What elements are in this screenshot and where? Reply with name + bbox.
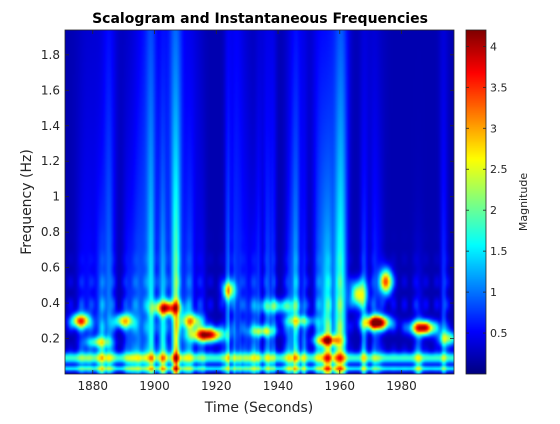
y-tick-label: 1.6	[41, 83, 60, 97]
x-tick-label: 1880	[78, 379, 109, 393]
x-tick-label: 1980	[386, 379, 417, 393]
colorbar-gradient	[466, 30, 486, 374]
colorbar-tick-label: 3	[490, 122, 497, 135]
x-tick-label: 1900	[139, 379, 170, 393]
y-axis-label: Frequency (Hz)	[19, 149, 35, 255]
y-tick-label: 0.4	[41, 296, 60, 310]
x-tick-label: 1920	[201, 379, 232, 393]
x-tick-label: 1960	[324, 379, 355, 393]
y-tick-label: 1.4	[41, 119, 60, 133]
colorbar-tick-label: 2.5	[490, 163, 508, 176]
colorbar-tick-label: 3.5	[490, 81, 508, 94]
y-tick-label: 0.8	[41, 225, 60, 239]
colorbar-frame	[465, 29, 487, 375]
colorbar-tick-label: 4	[490, 40, 497, 53]
plot-frame	[64, 29, 455, 375]
colorbar-tick-label: 1.5	[490, 245, 508, 258]
colorbar-tick-label: 1	[490, 286, 497, 299]
scalogram-heatmap	[65, 30, 454, 374]
x-axis-label: Time (Seconds)	[204, 400, 313, 416]
axis-layer: 1880 1900 1920 1940 1960 1980 0.2 0.4 0.6 0.8 1 1.2…	[41, 30, 508, 393]
y-tick-label: 0.2	[41, 332, 60, 346]
x-tick-label: 1940	[263, 379, 294, 393]
colorbar-tick-label: 2	[490, 204, 497, 217]
y-tick-label: 1	[52, 190, 60, 204]
y-tick-label: 1.8	[41, 48, 60, 62]
y-tick-label: 1.2	[41, 154, 60, 168]
chart-title: Scalogram and Instantaneous Frequencies	[92, 11, 428, 27]
y-tick-label: 0.6	[41, 261, 60, 275]
colorbar-tick-label: 0.5	[490, 327, 508, 340]
colorbar-label: Magnitude	[517, 173, 530, 232]
